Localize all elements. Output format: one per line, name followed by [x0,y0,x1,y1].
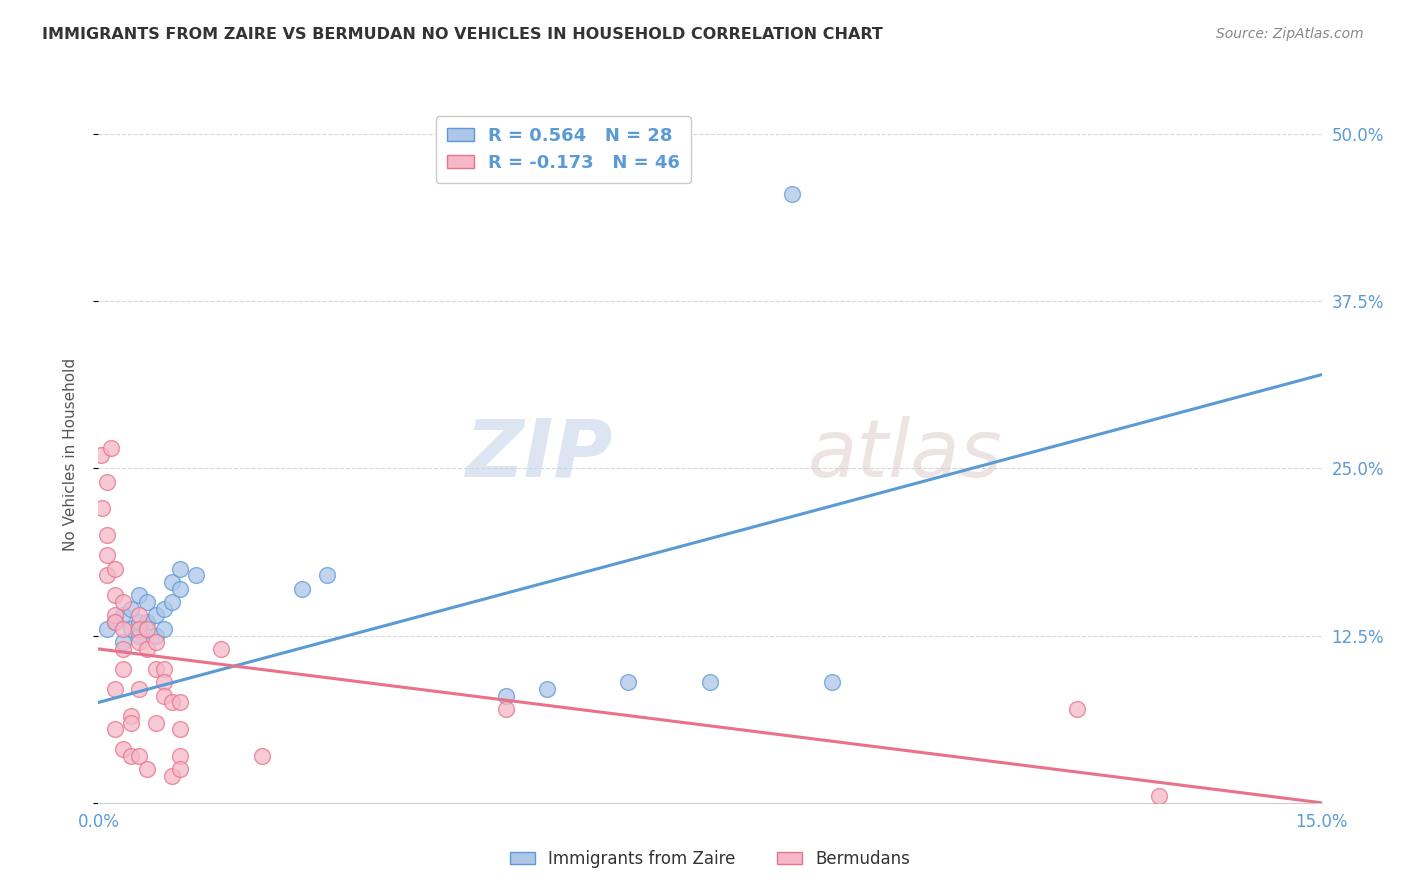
Point [821,675,844,690]
Point [128,749,150,764]
Point [128,615,150,630]
Point [104,562,127,576]
Point [120,715,142,730]
Point [699,675,721,690]
Point [96,475,118,489]
Point [104,615,127,630]
Text: Source: ZipAtlas.com: Source: ZipAtlas.com [1216,27,1364,41]
Point [96,622,118,636]
Point [104,615,127,630]
Point [111,595,134,609]
Point [128,608,150,623]
Point [128,635,150,649]
Point [186,568,208,582]
Point [104,608,127,623]
Point [160,769,183,783]
Legend: Immigrants from Zaire, Bermudans: Immigrants from Zaire, Bermudans [503,843,917,874]
Point [160,575,183,590]
Point [128,622,150,636]
Point [96,528,118,542]
Point [617,675,640,690]
Point [145,635,167,649]
Point [145,715,167,730]
Point [145,608,167,623]
Point [250,749,273,764]
Point [160,595,183,609]
Point [91,501,114,516]
Point [90,448,112,462]
Point [104,589,127,603]
Y-axis label: No Vehicles in Household: No Vehicles in Household [63,359,77,551]
Point [136,615,159,630]
Text: IMMIGRANTS FROM ZAIRE VS BERMUDAN NO VEHICLES IN HOUSEHOLD CORRELATION CHART: IMMIGRANTS FROM ZAIRE VS BERMUDAN NO VEH… [42,27,883,42]
Point [128,628,150,642]
Point [136,595,159,609]
Point [780,187,803,202]
Text: ZIP: ZIP [465,416,612,494]
Point [152,662,174,676]
Point [136,762,159,776]
Point [152,602,174,616]
Point [169,762,191,776]
Point [111,742,134,756]
Point [128,681,150,696]
Point [136,622,159,636]
Point [100,442,122,456]
Point [145,662,167,676]
Point [495,702,517,716]
Point [169,696,191,710]
Point [120,622,142,636]
Point [152,622,174,636]
Text: atlas: atlas [808,416,1002,494]
Point [291,582,314,596]
Point [152,689,174,703]
Point [169,562,191,576]
Point [136,642,159,657]
Point [160,696,183,710]
Point [96,568,118,582]
Point [104,681,127,696]
Point [169,723,191,737]
Point [104,723,127,737]
Point [120,708,142,723]
Point [111,662,134,676]
Point [111,622,134,636]
Point [1147,789,1170,803]
Point [315,568,337,582]
Point [152,675,174,690]
Point [111,635,134,649]
Point [120,602,142,616]
Point [536,681,558,696]
Point [120,749,142,764]
Point [128,589,150,603]
Point [209,642,232,657]
Point [495,689,517,703]
Point [169,749,191,764]
Point [1066,702,1088,716]
Point [111,608,134,623]
Point [111,642,134,657]
Point [145,628,167,642]
Point [169,582,191,596]
Point [96,548,118,563]
